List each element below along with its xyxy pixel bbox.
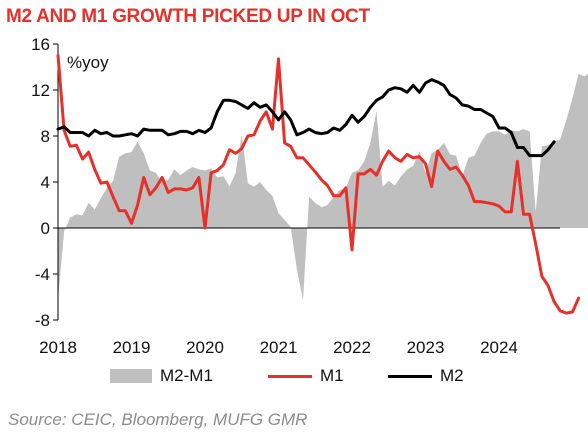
series-m2-line [56,78,556,158]
legend-label-m1: M1 [320,366,344,385]
y-tick-label: -4 [35,265,50,284]
legend: M2-M1 M1 M2 [0,366,588,396]
x-tick-label: 2023 [407,338,445,357]
legend-item-m1: M1 [268,366,344,386]
y-tick-label: 4 [41,173,50,192]
legend-label-m2-m1: M2-M1 [160,366,213,385]
x-tick-label: 2022 [333,338,371,357]
x-tick-label: 2020 [186,338,224,357]
series-m1-line [56,54,581,315]
m2-m1-area-layer [58,73,588,301]
y-tick-label: 12 [31,81,50,100]
series-m2-m1-area [58,73,588,301]
x-tick-label: 2019 [113,338,151,357]
y-tick-label: -8 [35,311,50,330]
unit-label: %yoy [67,53,109,72]
x-tick-label: 2018 [39,338,77,357]
legend-swatch-m1 [268,374,312,378]
y-tick-label: 0 [41,219,50,238]
source-note: Source: CEIC, Bloomberg, MUFG GMR [8,410,308,429]
y-tick-label: 8 [41,127,50,146]
legend-item-m2-m1: M2-M1 [110,366,213,386]
legend-swatch-m2 [388,374,432,378]
axis-layer [53,43,560,321]
x-tick-label: 2024 [480,338,518,357]
chart: 16 12 8 4 0 -4 -8 2018 2019 2020 2021 2022 2023 2024%… [31,35,588,357]
label-layer: 16 12 8 4 0 -4 -8 2018 2019 2020 2021 2022 2023 2024%… [31,35,518,357]
y-tick-label: 16 [31,35,50,54]
chart-title: M2 AND M1 GROWTH PICKED UP IN OCT [6,6,370,27]
line-layer [56,54,581,315]
x-tick-label: 2021 [260,338,298,357]
legend-swatch-m2-m1 [110,369,152,383]
legend-label-m2: M2 [440,366,464,385]
legend-item-m2: M2 [388,366,464,386]
